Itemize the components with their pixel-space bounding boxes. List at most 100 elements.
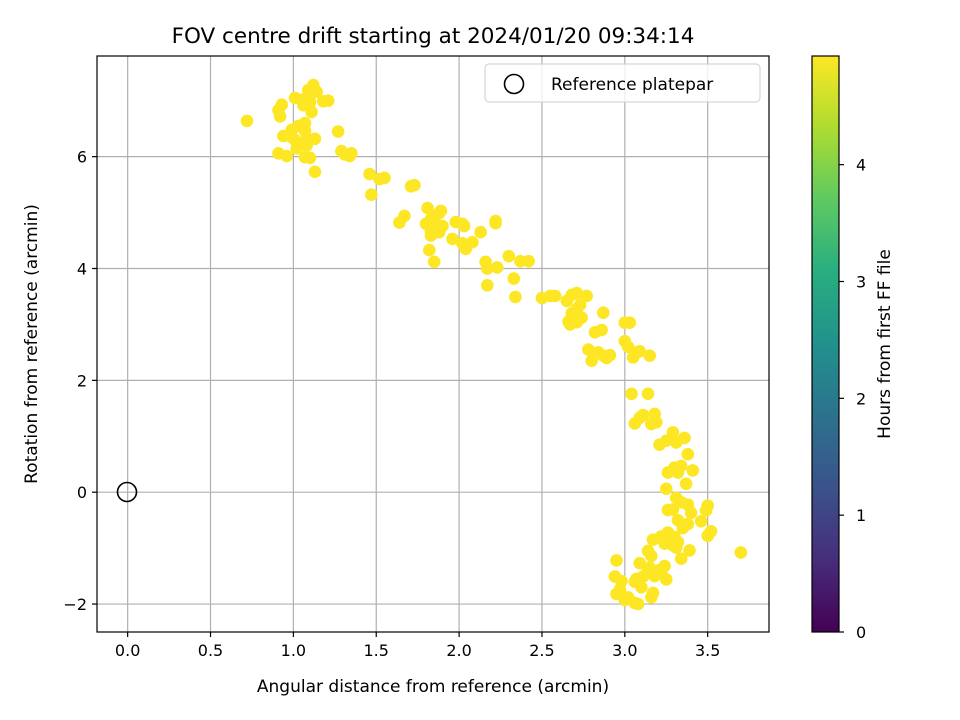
data-point	[653, 438, 666, 452]
data-point	[570, 286, 584, 300]
data-point	[635, 581, 648, 594]
data-point	[623, 316, 637, 330]
data-point	[457, 219, 471, 233]
x-tick-label: 0.0	[115, 641, 140, 660]
y-axis-ticks: −2 0 2 4 6	[63, 148, 97, 614]
data-point	[660, 573, 673, 586]
data-point	[575, 311, 588, 325]
data-point	[432, 225, 446, 239]
y-tick-label: 0	[77, 483, 87, 502]
data-point	[434, 204, 448, 218]
plot-frame	[96, 55, 770, 633]
data-point	[509, 290, 522, 304]
data-point	[676, 521, 690, 535]
data-point	[308, 165, 322, 179]
data-point	[628, 417, 642, 430]
data-point	[679, 477, 693, 491]
data-point	[273, 110, 287, 123]
plot-area: 0.0 0.5 1.0 1.5 2.0 2.5 3.0 3.5 −2 0 2 4 6	[63, 55, 770, 660]
data-point	[489, 214, 502, 228]
data-point	[686, 464, 700, 477]
data-point	[610, 554, 623, 567]
data-point	[408, 178, 421, 192]
legend-box	[484, 63, 761, 103]
colorbar-tick-label: 3	[856, 272, 866, 291]
data-point	[481, 279, 494, 292]
data-point	[618, 593, 632, 607]
x-axis-label: Angular distance from reference (arcmin)	[257, 677, 609, 697]
data-point	[423, 243, 436, 257]
x-tick-label: 0.5	[198, 641, 223, 660]
data-point	[683, 544, 696, 557]
data-point	[631, 597, 645, 611]
data-point	[300, 139, 313, 152]
colorbar-tick-label: 1	[856, 506, 866, 525]
data-point	[684, 506, 698, 520]
x-tick-label: 1.0	[281, 641, 306, 660]
data-point	[343, 149, 357, 163]
colorbar-ticks: 0 1 2 3 4	[839, 156, 866, 642]
legend-marker-icon	[503, 73, 525, 95]
data-point	[595, 323, 608, 337]
data-point	[363, 167, 376, 181]
data-point	[582, 343, 595, 356]
y-tick-label: −2	[63, 595, 87, 614]
colorbar-tick-label: 0	[856, 623, 866, 642]
data-point	[290, 142, 304, 155]
data-point	[645, 549, 658, 563]
data-point	[548, 289, 562, 303]
x-tick-label: 2.5	[529, 641, 554, 660]
y-axis-label: Rotation from reference (arcmin)	[22, 204, 42, 484]
data-point	[681, 447, 695, 461]
data-point	[699, 504, 713, 517]
data-point	[650, 416, 663, 429]
data-point	[704, 525, 718, 538]
data-point	[427, 255, 441, 269]
data-point	[645, 591, 658, 604]
y-tick-label: 4	[77, 260, 87, 279]
data-point	[660, 482, 673, 496]
data-point	[305, 105, 318, 119]
data-point	[280, 149, 294, 163]
data-point	[641, 387, 655, 401]
legend: Reference platepar	[484, 63, 761, 103]
data-point	[321, 94, 335, 107]
data-point	[446, 232, 459, 246]
data-point	[365, 188, 378, 201]
data-point	[481, 262, 494, 275]
data-point	[669, 541, 683, 554]
data-point	[288, 91, 302, 105]
y-tick-label: 2	[77, 371, 87, 390]
data-point	[661, 466, 675, 479]
data-point	[678, 431, 691, 445]
data-point	[240, 114, 254, 128]
data-point	[625, 387, 638, 401]
x-tick-label: 2.0	[446, 641, 471, 660]
data-point	[694, 515, 708, 528]
data-point	[734, 546, 748, 559]
data-point	[597, 306, 610, 320]
data-point	[303, 151, 317, 165]
legend-entry-reference-platepar: Reference platepar	[551, 75, 713, 95]
colorbar-tick-label: 2	[856, 389, 866, 408]
data-point	[331, 125, 345, 138]
data-point	[474, 225, 487, 239]
data-point	[658, 537, 671, 550]
data-point	[466, 235, 479, 249]
colorbar-gradient	[812, 56, 839, 632]
colorbar: 0 1 2 3 4 Hours from first FF file	[811, 55, 895, 642]
data-point	[633, 556, 646, 570]
data-point	[646, 533, 660, 546]
x-axis-ticks: 0.0 0.5 1.0 1.5 2.0 2.5 3.0 3.5	[115, 632, 720, 660]
data-point	[393, 216, 406, 229]
data-points	[240, 78, 748, 611]
reference-platepar-marker	[116, 481, 138, 503]
colorbar-frame	[811, 55, 840, 633]
y-tick-label: 6	[77, 148, 87, 167]
data-point	[643, 349, 656, 363]
x-tick-label: 1.5	[364, 641, 389, 660]
data-point	[580, 289, 593, 303]
data-point	[626, 351, 640, 364]
data-point	[603, 348, 617, 362]
colorbar-label: Hours from first FF file	[875, 249, 895, 439]
